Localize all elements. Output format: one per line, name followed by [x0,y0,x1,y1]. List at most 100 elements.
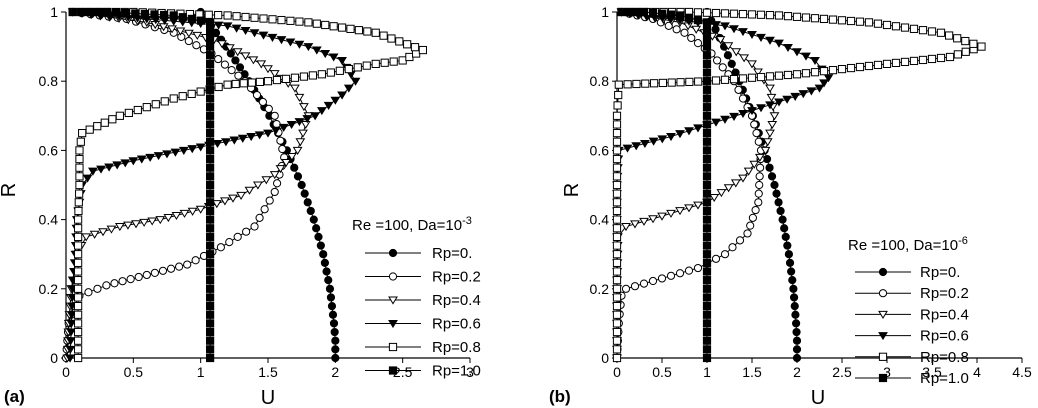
data-point-b-4 [900,57,910,67]
data-point-a-2 [147,217,158,226]
data-point-b-4 [612,336,622,345]
legend-marker-b-2 [878,310,888,319]
data-point-a-5 [205,267,215,276]
legend-marker-b-4 [878,352,888,361]
legend-marker-a-5 [388,366,398,375]
x-tick-label-a: 0 [62,364,70,380]
data-point-b-4 [612,241,622,250]
data-point-a-2 [253,181,263,190]
data-point-a-3 [270,126,281,135]
data-point-a-3 [263,129,273,138]
data-point-b-3 [806,87,817,96]
data-point-b-4 [855,62,865,72]
data-point-b-0 [788,276,797,285]
legend-marker-b-0 [878,267,888,277]
x-tick-label-b: 1.5 [742,364,762,380]
data-point-a-5 [205,310,215,319]
data-point-a-5 [111,8,121,17]
data-point-b-1 [754,189,763,198]
data-point-a-5 [205,293,215,302]
data-point-a-3 [285,38,296,47]
x-tick-label-b: 3 [883,364,891,380]
data-point-b-4 [977,42,986,51]
data-point-b-3 [747,30,757,40]
data-point-b-4 [969,39,978,48]
data-point-b-4 [612,206,622,216]
data-point-b-5 [702,293,712,302]
data-point-b-5 [702,284,712,293]
data-point-b-4 [612,172,622,181]
data-point-b-1 [756,163,765,172]
data-point-b-5 [693,15,703,25]
data-point-a-2 [123,221,133,230]
legend-label-a-3: Rp=0.6 [432,316,481,333]
data-point-a-2 [175,27,186,36]
data-point-b-1 [750,120,759,129]
data-point-a-0 [226,49,235,58]
data-point-a-4 [74,241,83,250]
data-point-b-1 [675,269,685,278]
data-point-b-0 [792,336,802,345]
data-point-b-4 [961,47,970,56]
data-point-a-3 [246,133,257,142]
data-point-b-3 [774,98,784,107]
data-point-a-4 [74,276,83,285]
x-tick-label-a: 3 [466,364,474,380]
legend-entry-a-5: Rp=1.0 [365,363,481,380]
data-point-a-3 [195,143,206,152]
data-point-a-3 [294,118,305,127]
data-point-a-5 [121,8,130,18]
y-tick-label-b: 0.8 [590,73,610,89]
data-point-b-1 [687,33,696,43]
data-point-a-1 [216,243,225,252]
data-point-a-3 [96,165,106,174]
data-point-a-2 [81,233,92,242]
data-point-b-4 [729,9,739,18]
data-point-b-5 [632,7,641,17]
data-point-b-5 [675,11,685,20]
data-point-b-4 [765,72,775,81]
data-point-b-4 [927,54,937,64]
data-point-a-4 [74,284,83,293]
data-point-b-0 [787,267,796,276]
legend-label-a-1: Rp=0.2 [432,269,481,286]
data-point-a-4 [247,78,256,87]
data-point-a-1 [93,284,102,293]
data-point-a-5 [205,319,215,328]
data-point-a-5 [205,146,215,155]
data-point-b-4 [837,64,847,74]
data-point-b-4 [756,10,766,19]
legend-title-text-a: Re =100, Da=10 [352,217,462,234]
data-point-a-1 [84,288,93,297]
data-point-b-3 [765,101,775,110]
data-point-a-0 [327,302,337,311]
data-point-b-4 [909,24,919,33]
data-point-a-0 [231,56,240,65]
data-point-b-4 [612,111,622,120]
legend-label-a-5: Rp=1.0 [432,363,481,380]
data-point-a-5 [205,258,215,267]
data-point-a-2 [269,70,280,79]
data-point-a-2 [244,186,255,195]
data-point-b-2 [766,93,777,102]
data-point-b-3 [814,84,825,93]
data-point-b-1 [680,28,689,37]
data-point-b-4 [623,80,632,89]
data-point-b-5 [702,302,712,311]
data-point-a-5 [205,137,215,146]
data-point-a-3 [178,146,189,155]
data-point-a-4 [124,108,133,118]
data-point-b-3 [684,127,694,136]
data-point-a-2 [163,214,174,223]
data-point-a-2 [106,225,117,234]
data-point-b-5 [702,111,712,120]
data-point-a-0 [303,198,312,207]
data-point-a-2 [179,209,190,218]
x-tick-label-b: 0.5 [652,364,672,380]
data-point-b-1 [755,172,764,181]
data-point-b-0 [789,293,799,302]
data-point-b-4 [828,66,838,75]
data-point-b-3 [729,112,739,121]
data-point-a-0 [312,224,321,233]
data-point-b-2 [715,36,726,45]
